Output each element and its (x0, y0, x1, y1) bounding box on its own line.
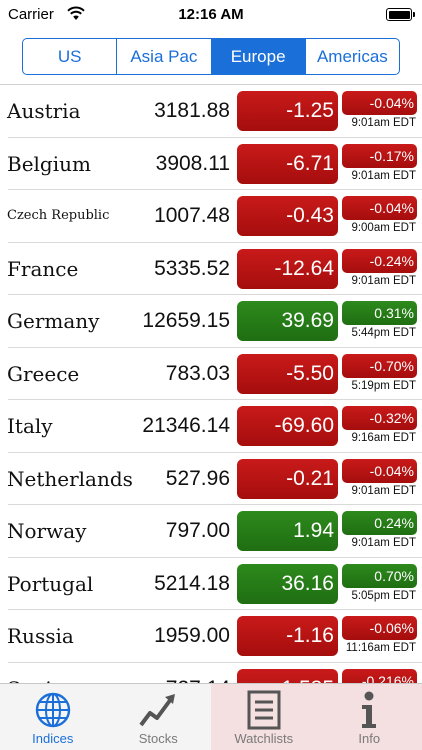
index-value: 797.00 (165, 519, 230, 542)
tab-americas[interactable]: Americas (316, 46, 388, 66)
percent-change-badge[interactable]: -0.70% (342, 353, 417, 378)
carrier-label: Carrier (8, 6, 54, 23)
index-value: 3908.11 (155, 151, 230, 175)
update-time: 5:44pm EDT (351, 327, 416, 339)
index-name: Italy (7, 414, 53, 438)
update-time: 11:16am EDT (345, 642, 416, 654)
list-item[interactable]: Greece 783.03 -5.50 -0.70% 5:19pm EDT (0, 348, 422, 401)
update-time: 9:16am EDT (351, 432, 416, 444)
percent-change-badge[interactable]: 0.24% (342, 511, 417, 535)
index-value: 727.14 (166, 663, 230, 684)
divider (0, 84, 422, 85)
status-bar: Carrier 12:16 AM (0, 0, 422, 30)
tab-watchlists[interactable]: Watchlists (211, 684, 317, 750)
index-name: Belgium (7, 151, 91, 176)
change-badge[interactable]: -1.16 (237, 616, 338, 656)
index-value: 1007.48 (154, 204, 230, 227)
list-item[interactable]: France 5335.52 -12.64 -0.24% 9:01am EDT (0, 243, 422, 296)
list-item[interactable]: Italy 21346.14 -69.60 -0.32% 9:16am EDT (0, 400, 422, 453)
index-name: Czech Republic (7, 208, 110, 223)
index-name: Germany (7, 309, 100, 333)
tab-label: Indices (32, 731, 74, 746)
percent-change-badge[interactable]: 0.31% (342, 301, 417, 325)
globe-icon (33, 690, 73, 730)
tab-indices[interactable]: Indices (0, 684, 106, 750)
info-icon (349, 690, 389, 730)
update-time: 9:01am EDT (351, 484, 416, 497)
change-badge[interactable]: -0.21 (237, 458, 338, 499)
region-segmented-control: US Asia Pac Europe Americas (22, 38, 400, 75)
clock: 12:16 AM (178, 6, 244, 23)
change-badge[interactable]: 1.94 (237, 511, 338, 551)
index-name: Greece (7, 361, 80, 386)
change-badge[interactable]: -5.50 (237, 353, 338, 394)
trend-chart-icon (138, 690, 178, 730)
index-value: 527.96 (165, 466, 230, 490)
battery-icon (386, 8, 415, 21)
list-item[interactable]: Belgium 3908.11 -6.71 -0.17% 9:01am EDT (0, 138, 422, 191)
change-badge[interactable]: -6.71 (237, 143, 338, 184)
update-time: 9:01am EDT (351, 537, 416, 549)
change-badge[interactable]: -12.64 (237, 248, 338, 289)
tab-asia-pac[interactable]: Asia Pac (117, 39, 212, 74)
bottom-tab-bar: Indices Stocks Watchlists (0, 683, 422, 750)
update-time: 5:05pm EDT (351, 589, 416, 602)
index-name: Spain (7, 663, 65, 684)
list-icon (244, 690, 284, 730)
change-badge[interactable]: 39.69 (237, 301, 338, 341)
change-badge[interactable]: -0.43 (237, 196, 338, 236)
index-value: 3181.88 (154, 99, 230, 122)
index-name: Portugal (7, 571, 94, 596)
change-badge[interactable]: -1.25 (237, 91, 338, 131)
index-value: 5335.52 (154, 256, 230, 280)
list-item[interactable]: Spain 727.14 -1.585 -0.216% (0, 663, 422, 684)
tab-info[interactable]: Info (316, 684, 422, 750)
index-name: Netherlands (7, 466, 133, 491)
tab-label: Watchlists (234, 731, 294, 746)
index-name: Austria (7, 99, 81, 123)
index-value: 21346.14 (142, 414, 230, 437)
list-item[interactable]: Norway 797.00 1.94 0.24% 9:01am EDT (0, 505, 422, 558)
percent-change-badge[interactable]: -0.17% (342, 143, 417, 168)
index-value: 5214.18 (154, 571, 230, 595)
list-item[interactable]: Russia 1959.00 -1.16 -0.06% 11:16am EDT (0, 610, 422, 663)
tab-stocks[interactable]: Stocks (106, 684, 212, 750)
index-name: Russia (7, 624, 74, 648)
indices-list[interactable]: Austria 3181.88 -1.25 -0.04% 9:01am EDT … (0, 85, 422, 683)
index-name: Norway (7, 519, 87, 543)
percent-change-badge[interactable]: -0.04% (342, 458, 417, 483)
index-value: 1959.00 (154, 624, 230, 647)
list-item[interactable]: Germany 12659.15 39.69 0.31% 5:44pm EDT (0, 295, 422, 348)
index-name: France (7, 256, 79, 281)
percent-change-badge[interactable]: -0.04% (342, 91, 417, 115)
percent-change-badge[interactable]: -0.06% (342, 616, 417, 640)
percent-change-badge[interactable]: -0.04% (342, 196, 417, 220)
percent-change-badge[interactable]: -0.216% (342, 668, 417, 683)
percent-change-badge[interactable]: -0.24% (342, 248, 417, 273)
update-time: 9:01am EDT (351, 169, 416, 182)
update-time: 5:19pm EDT (351, 379, 416, 392)
index-value: 12659.15 (142, 309, 230, 332)
list-item[interactable]: Czech Republic 1007.48 -0.43 -0.04% 9:00… (0, 190, 422, 243)
tab-us[interactable]: US (23, 39, 118, 74)
tab-label: Stocks (138, 731, 178, 746)
change-badge[interactable]: -69.60 (237, 406, 338, 446)
update-time: 9:00am EDT (351, 222, 416, 234)
update-time: 9:01am EDT (351, 274, 416, 287)
tab-label: Info (358, 731, 381, 746)
update-time: 9:01am EDT (351, 117, 416, 129)
list-item[interactable]: Portugal 5214.18 36.16 0.70% 5:05pm EDT (0, 558, 422, 611)
index-value: 783.03 (165, 361, 230, 385)
wifi-icon (67, 6, 85, 20)
percent-change-badge[interactable]: -0.32% (342, 406, 417, 430)
change-badge[interactable]: -1.585 (237, 668, 338, 683)
tab-europe[interactable]: Europe (211, 39, 306, 74)
list-item[interactable]: Netherlands 527.96 -0.21 -0.04% 9:01am E… (0, 453, 422, 506)
percent-change-badge[interactable]: 0.70% (342, 563, 417, 588)
change-badge[interactable]: 36.16 (237, 563, 338, 604)
list-item[interactable]: Austria 3181.88 -1.25 -0.04% 9:01am EDT (0, 85, 422, 138)
